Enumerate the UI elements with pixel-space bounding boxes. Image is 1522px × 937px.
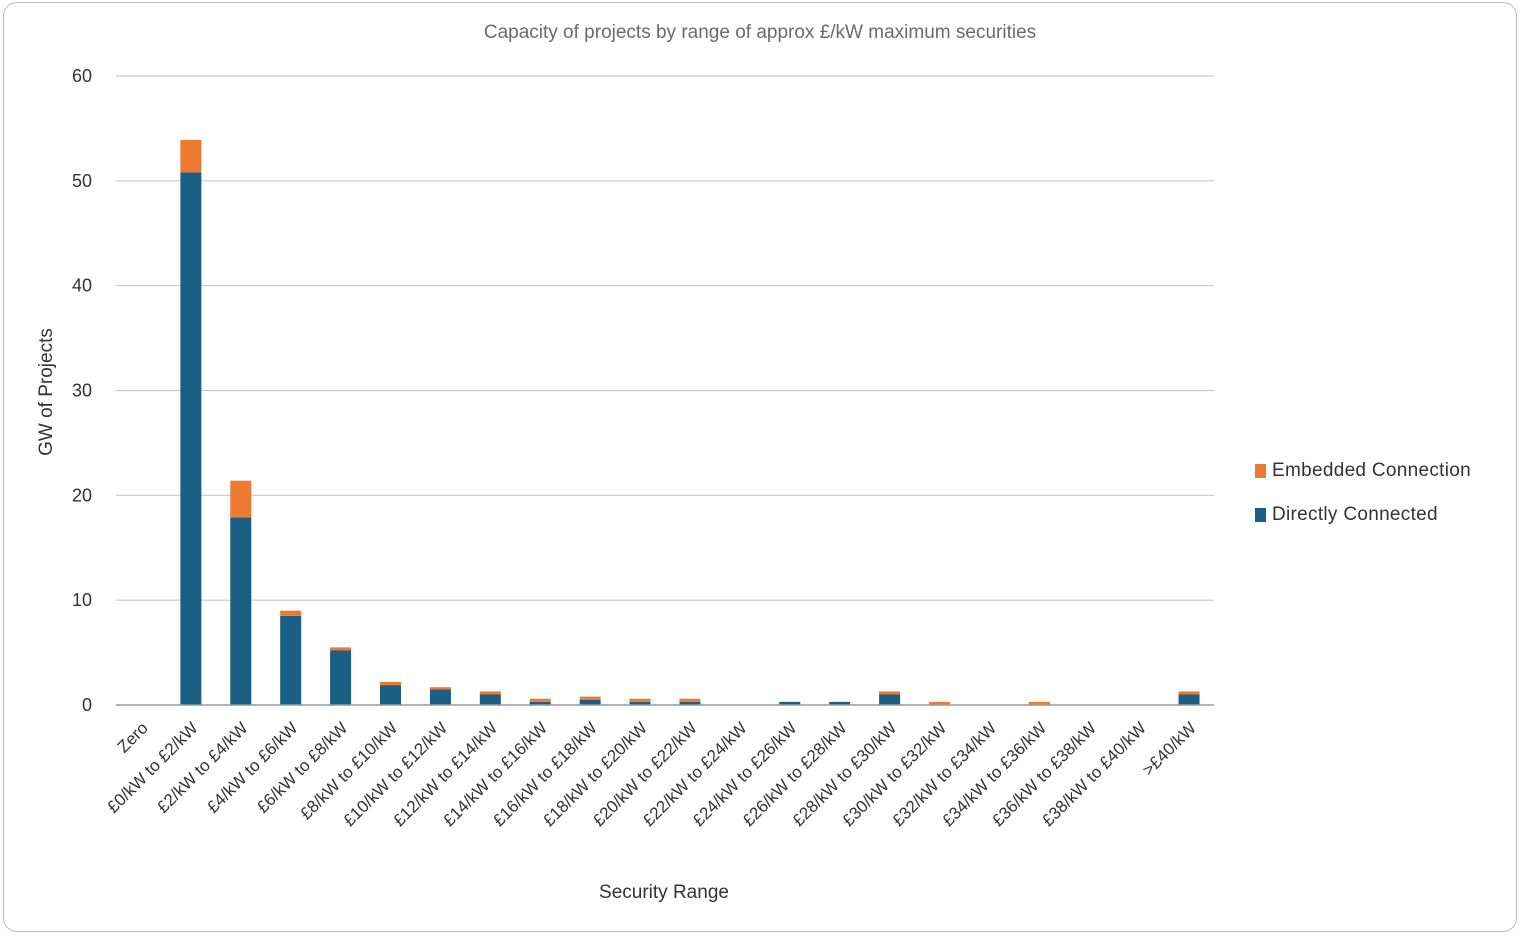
x-tick-label: Zero	[114, 718, 152, 756]
chart-title: Capacity of projects by range of approx …	[484, 22, 1036, 43]
y-tick-label: 20	[72, 485, 92, 505]
bars	[180, 139, 1200, 706]
legend-swatch	[1255, 508, 1266, 522]
bar-directly-connected	[779, 701, 801, 705]
bar-directly-connected	[479, 694, 501, 705]
bar-directly-connected	[629, 701, 651, 705]
bar-embedded-connection	[1178, 691, 1200, 695]
bar-directly-connected	[429, 689, 451, 705]
y-axis-ticks: 0 10 20 30 40 50 60	[72, 66, 92, 715]
bar-embedded-connection	[929, 701, 950, 705]
bar-directly-connected	[529, 701, 551, 705]
bar-directly-connected	[829, 701, 851, 705]
bar-embedded-connection	[180, 139, 202, 173]
legend-swatch	[1255, 464, 1266, 478]
x-tick-label: £2/kW to £4/kW	[153, 718, 251, 816]
y-tick-label: 0	[82, 695, 92, 715]
bar-directly-connected	[1178, 694, 1200, 705]
legend-label: Embedded Connection	[1272, 460, 1471, 481]
bar-directly-connected	[579, 699, 601, 705]
x-tick-label: >£40/kW	[1139, 718, 1200, 779]
bar-embedded-connection	[330, 647, 352, 651]
bar-directly-connected	[679, 701, 701, 705]
x-axis-ticks: Zero£0/kW to £2/kW£2/kW to £4/kW£4/kW to…	[103, 718, 1199, 830]
bar-directly-connected	[280, 615, 302, 705]
x-tick-label: £0/kW to £2/kW	[103, 718, 201, 816]
y-tick-label: 40	[72, 276, 92, 296]
bar-embedded-connection	[380, 681, 401, 686]
x-tick-label: £6/kW to £8/kW	[253, 718, 351, 816]
bar-embedded-connection	[479, 691, 501, 695]
bar-embedded-connection	[679, 698, 701, 702]
bar-embedded-connection	[879, 691, 901, 695]
y-tick-label: 10	[72, 590, 92, 610]
x-axis-title: Security Range	[599, 882, 729, 903]
y-tick-label: 30	[72, 381, 92, 401]
legend-label: Directly Connected	[1272, 504, 1438, 525]
y-tick-label: 50	[72, 171, 92, 191]
x-tick-label: £4/kW to £6/kW	[203, 718, 301, 816]
bar-embedded-connection	[230, 480, 252, 518]
gridlines	[116, 75, 1214, 601]
bar-directly-connected	[380, 685, 401, 705]
bar-directly-connected	[330, 650, 352, 705]
bar-directly-connected	[879, 694, 901, 705]
bar-embedded-connection	[280, 610, 302, 616]
bar-directly-connected	[230, 517, 252, 705]
bar-embedded-connection	[429, 687, 451, 690]
bar-embedded-connection	[579, 696, 601, 700]
bar-directly-connected	[180, 172, 202, 706]
bar-embedded-connection	[629, 698, 651, 702]
y-axis-title: GW of Projects	[36, 328, 57, 456]
bar-embedded-connection	[1028, 701, 1050, 705]
y-tick-label: 60	[72, 66, 92, 86]
bar-embedded-connection	[529, 698, 551, 702]
legend: Embedded Connection Directly Connected	[1255, 460, 1471, 525]
